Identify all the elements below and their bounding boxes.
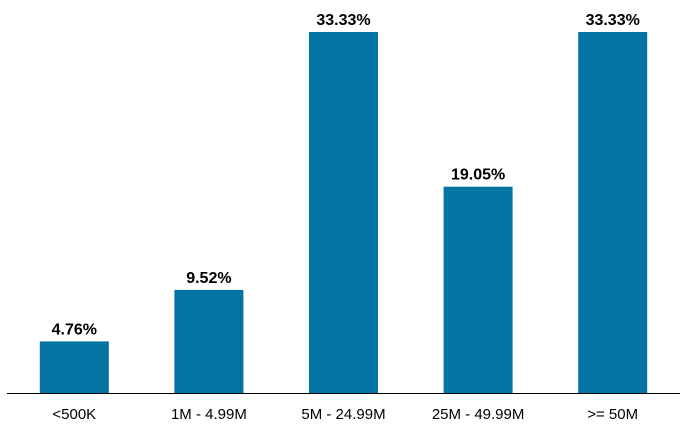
data-labels-group: 4.76% 9.52% 33.33% 19.05% 33.33% [52, 12, 640, 338]
bar [39, 341, 109, 393]
x-tick-label: <500K [52, 406, 96, 423]
data-label: 19.05% [451, 167, 505, 184]
data-label: 4.76% [52, 321, 97, 338]
bars-group [39, 32, 648, 393]
x-tick-labels-group: <500K 1M - 4.99M 5M - 24.99M 25M - 49.99M >=… [52, 406, 638, 423]
bar [578, 32, 648, 393]
bar [443, 186, 513, 393]
x-tick-label: 5M - 24.99M [301, 406, 385, 423]
data-label: 33.33% [586, 12, 640, 29]
x-tick-label: 25M - 49.99M [432, 406, 525, 423]
bar [309, 32, 378, 393]
bar [174, 289, 244, 393]
x-tick-label: >= 50M [587, 406, 638, 423]
x-tick-label: 1M - 4.99M [171, 406, 247, 423]
data-label: 33.33% [316, 12, 370, 29]
data-label: 9.52% [186, 270, 231, 287]
